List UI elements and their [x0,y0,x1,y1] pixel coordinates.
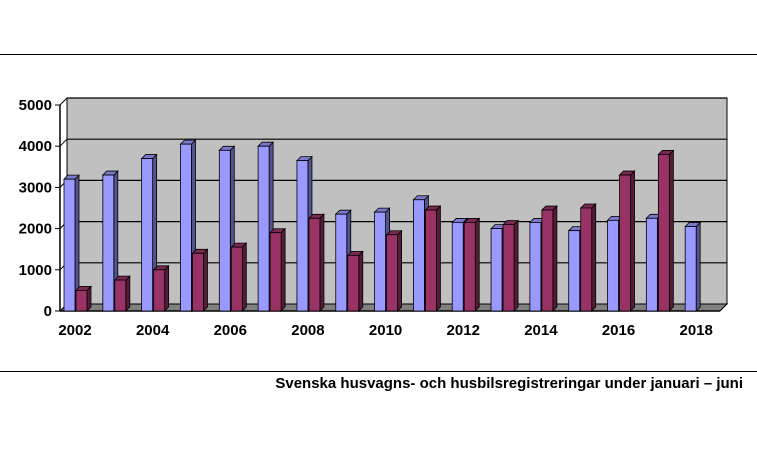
bar-side [397,229,402,312]
bar-side [203,248,208,312]
bar [75,285,92,312]
bar-front [568,230,581,312]
bar [230,242,248,312]
x-tick-label: 2014 [524,322,558,339]
bar-front [308,217,321,312]
bar-front [257,145,270,312]
bar-front [114,279,127,312]
bar-side [164,264,170,312]
x-tick-label: 2004 [136,322,170,339]
bar-side [695,221,701,312]
top-rule [0,54,757,55]
y-tick-label: 0 [44,303,52,320]
bar [307,213,325,312]
bar [269,227,287,312]
x-tick-label: 2010 [369,322,402,339]
y-tick-label: 5000 [19,97,52,114]
bar-front [180,143,192,312]
bar-side [474,217,480,312]
bar-front [347,254,360,312]
y-tick-label: 1000 [19,262,52,279]
bar [684,221,702,312]
bar-front [230,246,243,312]
bar [463,217,481,312]
bar [385,229,403,312]
bar-front [645,217,658,312]
bar-front [619,174,631,312]
bar-front [451,222,464,312]
bar-side [319,213,325,312]
y-axis: 0 1000 2000 3000 4000 5000 [19,97,61,320]
x-tick-label: 2006 [214,322,247,339]
bar-side [241,242,247,312]
bar-side [280,227,286,312]
bar [618,170,636,312]
bar [152,264,170,312]
bar-front [490,228,503,312]
bar-front [218,149,231,312]
bar-front [374,211,386,312]
bar [424,205,442,312]
bar [502,219,520,312]
bars [63,139,702,312]
bar-side [513,219,519,312]
x-axis: 2002 2004 2006 2008 2010 2012 2014 2016 2018 [58,322,713,339]
bar-front [502,224,515,312]
bar-front [607,219,619,312]
bar-front [684,226,697,312]
chart-caption: Svenska husvagns- och husbilsregistrerin… [275,375,743,392]
bar-side [436,205,441,312]
bar [191,248,209,312]
bar [113,275,131,312]
bar-front [335,213,348,312]
bar-front [153,269,166,312]
bar-front [413,199,425,312]
bar-front [63,178,76,312]
bottom-rule [0,371,757,372]
x-tick-label: 2018 [679,322,712,339]
bar-front [657,154,670,312]
x-tick-label: 2012 [447,322,480,339]
bar [63,174,80,312]
bar-front [75,289,88,312]
bar-front [192,252,204,312]
bar-front [269,232,282,312]
gridline-depth [59,138,68,147]
y-tick-label: 3000 [19,179,52,196]
x-tick-label: 2008 [291,322,324,339]
bar-front [529,222,542,312]
bar-side [358,250,364,312]
bar [657,149,675,312]
x-tick-label: 2016 [602,322,635,339]
bar [346,250,364,312]
bar-side [552,205,558,312]
bar [579,203,597,312]
bar-side [125,275,131,312]
bar-front [463,222,476,312]
x-tick-label: 2002 [58,322,91,339]
bar-front [580,207,593,312]
bar-front [141,158,154,312]
bar-side [668,149,674,312]
y-tick-label: 2000 [19,221,52,238]
bar-front [425,209,437,312]
bar-front [541,209,554,312]
bar-front [386,234,398,312]
bar-side [591,203,597,312]
y-tick-label: 4000 [19,138,52,155]
bar-front [102,174,115,312]
bar [101,170,119,312]
bar-front [296,160,309,312]
gridline-depth [59,97,68,106]
bar [540,205,558,312]
bar-side [630,170,635,312]
